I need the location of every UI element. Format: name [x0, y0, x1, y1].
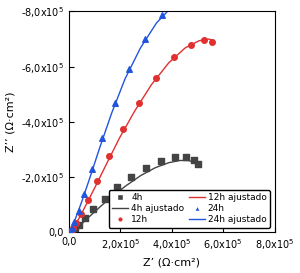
Point — [100, 136, 105, 141]
Point — [184, 155, 189, 159]
Point — [172, 155, 177, 159]
Point — [67, 230, 72, 234]
Point — [90, 167, 95, 171]
Point — [159, 13, 164, 17]
Point — [142, 37, 147, 41]
Point — [72, 226, 77, 230]
Point — [85, 198, 90, 203]
Point — [172, 55, 177, 59]
Point — [121, 127, 125, 131]
Point — [127, 67, 131, 72]
Point — [129, 175, 134, 179]
Point — [192, 158, 197, 162]
Point — [115, 185, 120, 189]
Point — [68, 229, 73, 233]
Point — [189, 42, 194, 47]
Point — [70, 229, 74, 233]
Point — [68, 230, 72, 234]
Point — [73, 221, 78, 225]
Legend: 4h, 4h ajustado, 12h, 12h ajustado, 24h, 24h ajustado: 4h, 4h ajustado, 12h, 12h ajustado, 24h,… — [109, 190, 270, 228]
Point — [94, 179, 99, 183]
Point — [106, 154, 111, 159]
Point — [195, 162, 200, 166]
Point — [209, 40, 214, 44]
Point — [70, 226, 75, 230]
Y-axis label: Z’’ (Ω·cm²): Z’’ (Ω·cm²) — [6, 92, 16, 152]
Point — [144, 165, 148, 170]
Point — [102, 196, 107, 201]
Point — [154, 76, 159, 80]
Point — [136, 100, 141, 105]
Point — [82, 191, 87, 196]
Point — [82, 216, 87, 221]
X-axis label: Z’ (Ω·cm²): Z’ (Ω·cm²) — [143, 257, 200, 268]
Point — [159, 159, 164, 163]
Point — [78, 212, 83, 216]
Point — [202, 38, 206, 43]
Point — [67, 230, 72, 234]
Point — [68, 229, 73, 233]
Point — [76, 209, 81, 213]
Point — [68, 230, 73, 234]
Point — [68, 230, 72, 234]
Point — [91, 207, 96, 212]
Point — [112, 101, 117, 105]
Point — [72, 219, 77, 224]
Point — [176, 0, 181, 4]
Point — [67, 230, 72, 234]
Point — [76, 222, 81, 227]
Point — [200, 1, 205, 5]
Point — [70, 225, 74, 230]
